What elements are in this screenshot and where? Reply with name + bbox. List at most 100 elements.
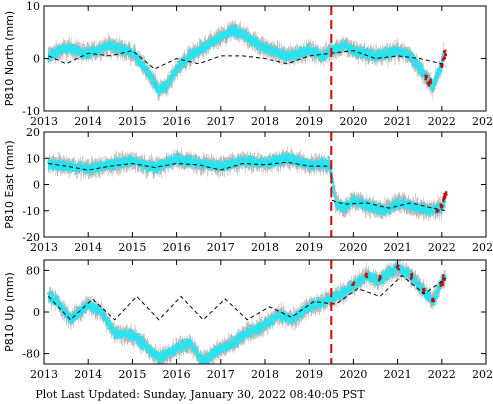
daily-position-point [234,24,238,27]
daily-position-point [247,40,250,43]
daily-position-point [341,46,344,49]
daily-position-point [326,54,329,57]
daily-position-point [54,52,58,56]
daily-position-point [257,40,261,44]
daily-position-point [372,52,375,55]
daily-position-point [381,51,384,54]
daily-position-point [219,31,222,34]
daily-position-point [427,77,430,80]
daily-position-point [156,85,159,88]
x-tick-label: 2015 [118,115,146,128]
daily-position-point [190,58,193,61]
daily-position-point [171,77,174,80]
daily-position-point [378,58,381,61]
daily-position-point [439,66,442,69]
daily-position-point [146,69,150,72]
daily-position-point [256,36,259,40]
daily-position-point [217,32,220,35]
daily-position-point [269,49,272,52]
x-tick-label: 2016 [163,115,191,128]
daily-position-point [358,47,361,50]
daily-position-point [137,63,140,66]
daily-position-point [128,46,131,49]
daily-position-point [249,40,253,43]
daily-position-point [79,55,82,58]
daily-position-point [369,52,372,55]
daily-position-point [213,38,216,41]
daily-position-point [207,43,210,46]
daily-position-point [302,55,305,58]
daily-position-point [171,70,174,73]
daily-position-point [143,63,146,66]
daily-position-point [262,42,265,45]
daily-position-point [371,49,374,53]
daily-position-point [315,55,318,58]
recent-solution-point [429,81,432,84]
daily-position-point [404,50,407,53]
daily-position-point [342,43,345,47]
daily-position-point [395,47,398,50]
daily-position-point [374,59,377,62]
daily-position-point [172,76,175,79]
daily-position-point [56,53,59,56]
daily-position-point [374,52,377,55]
daily-position-point [307,43,311,47]
daily-position-point [75,50,78,53]
panel-north: 2013 2014 2015 2016 2017 2018 2019 2020 2021 2022… [3,0,493,128]
y-tick-label: -10 [22,105,40,118]
daily-position-point [234,30,237,33]
daily-position-point [187,57,190,60]
daily-position-point [197,54,200,57]
daily-position-point [366,51,369,54]
daily-position-point [59,46,62,49]
daily-position-point [408,52,411,55]
daily-position-point [211,43,214,46]
daily-position-point [132,50,135,53]
daily-position-point [432,85,435,89]
daily-position-point [110,41,113,44]
daily-position-point [117,43,120,46]
daily-position-point [133,48,136,52]
y-axis-label: P810 North (mm) [3,11,16,106]
daily-position-point [151,75,154,78]
daily-position-point [298,56,301,59]
daily-position-point [256,47,259,50]
daily-position-point [95,49,99,52]
daily-position-point [295,58,298,61]
daily-position-point [333,50,336,53]
daily-position-point [178,64,182,68]
daily-position-point [379,50,382,53]
daily-position-point [299,46,302,49]
daily-position-point [165,89,168,92]
daily-position-point [162,88,165,91]
daily-position-point [61,48,64,51]
daily-position-point [392,54,395,57]
recent-solution-point [427,84,431,87]
daily-position-point [183,55,186,58]
daily-position-point [272,49,275,53]
daily-position-point [50,48,54,51]
daily-position-point [204,49,207,52]
daily-position-point [135,55,138,58]
daily-position-point [142,62,145,65]
daily-position-point [196,52,199,55]
daily-position-point [111,47,114,50]
daily-position-point [103,47,106,50]
daily-position-point [287,57,291,60]
daily-position-point [203,49,206,52]
daily-position-point [342,48,345,51]
daily-position-point [97,46,100,49]
daily-position-point [182,62,185,65]
daily-position-point [251,36,254,39]
daily-position-point [270,53,273,56]
daily-position-point [288,56,291,59]
daily-position-point [178,70,181,73]
daily-position-point [285,52,288,55]
daily-position-point [316,47,319,50]
daily-position-point [85,47,88,50]
daily-position-point [244,37,247,41]
daily-position-point [190,51,193,54]
daily-position-point [120,47,123,50]
daily-position-point [325,56,328,59]
daily-position-point [379,55,383,58]
